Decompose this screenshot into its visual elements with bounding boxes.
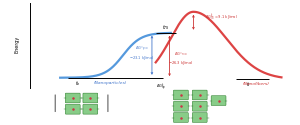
Text: $t_n$: $t_n$ [75, 79, 81, 88]
Text: $t_f$: $t_f$ [246, 80, 251, 89]
FancyBboxPatch shape [65, 93, 80, 103]
Text: $\Delta G°_n =$
$-26.3$ kJ/mol: $\Delta G°_n =$ $-26.3$ kJ/mol [168, 50, 194, 66]
Text: Energy: Energy [15, 36, 20, 53]
FancyBboxPatch shape [192, 90, 207, 100]
FancyBboxPatch shape [173, 101, 188, 111]
Text: (Nanoparticles): (Nanoparticles) [94, 80, 127, 84]
FancyBboxPatch shape [173, 90, 188, 100]
FancyBboxPatch shape [173, 113, 188, 122]
Text: $\Delta G°_p =$
$-23.1$ kJ/mol: $\Delta G°_p =$ $-23.1$ kJ/mol [129, 44, 155, 62]
FancyBboxPatch shape [192, 113, 207, 122]
FancyBboxPatch shape [83, 104, 98, 114]
Text: $\Delta G^{\ddagger}_{np}$: $\Delta G^{\ddagger}_{np}$ [156, 82, 166, 93]
Text: (Nanofibers): (Nanofibers) [243, 82, 270, 86]
FancyBboxPatch shape [83, 93, 98, 103]
Text: $t_{TS}$: $t_{TS}$ [162, 23, 170, 32]
FancyBboxPatch shape [65, 104, 80, 114]
FancyBboxPatch shape [211, 96, 226, 106]
Text: $\Delta G^{\ddagger}_{TS} = 9.1$ kJ/mol: $\Delta G^{\ddagger}_{TS} = 9.1$ kJ/mol [205, 12, 238, 23]
FancyBboxPatch shape [192, 101, 207, 111]
